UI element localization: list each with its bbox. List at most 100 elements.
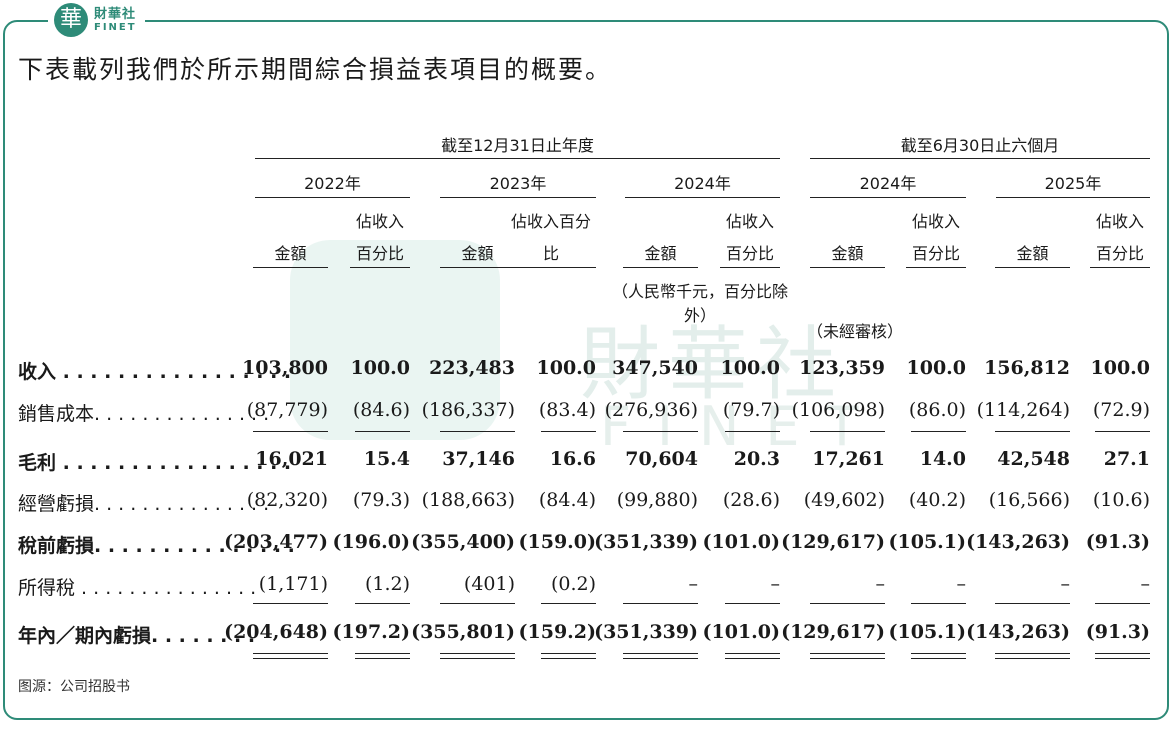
col-header-pct: 百分比 [355,244,404,263]
col-underline-amount [440,267,515,268]
amount-cell: (106,098) [791,399,885,421]
col-header-pct: 佔收入 [355,212,404,231]
pct-cell: (28.6) [722,489,780,511]
pct-cell: (84.6) [352,399,410,421]
total-rule [911,658,966,659]
subtotal-rule [623,603,698,604]
year-header: 2025年 [1044,174,1102,193]
col-header-amount: 金額 [1016,244,1049,263]
total-rule [253,658,328,659]
subtotal-rule [440,603,515,604]
total-rule [911,653,966,654]
row-label: 銷售成本. . . . . . . . . . . . . . . [18,403,270,425]
unit-note: （人民幣千元，百分比除外） [611,282,788,325]
pct-cell: (10.6) [1092,489,1150,511]
amount-cell: 347,540 [612,357,698,379]
amount-cell: 42,548 [997,448,1070,470]
group-underline-6m [810,158,1150,159]
total-rule [440,658,515,659]
total-rule [623,658,698,659]
amount-cell: 156,812 [984,357,1070,379]
group-underline-fy [255,158,780,159]
amount-cell: – [688,573,699,595]
subtotal-rule [541,431,596,432]
pct-cell: (79.7) [722,399,780,421]
pct-cell: (84.4) [538,489,596,511]
pct-cell: (72.9) [1092,399,1150,421]
col-underline-pct [1090,267,1150,268]
pct-cell: (101.0) [702,531,780,553]
col-header-pct: 佔收入 [1095,212,1144,231]
total-rule [355,658,410,659]
row-label: 毛利 . . . . . . . . . . . . . . . . . [18,452,292,474]
amount-cell: (351,339) [594,621,698,643]
pct-cell: (159.2) [518,621,596,643]
total-rule [541,653,596,654]
amount-cell: (16,566) [988,489,1070,511]
pct-cell: (0.2) [550,573,596,595]
subtotal-rule [541,603,596,604]
pct-cell: 100.0 [350,357,411,379]
row-label: 所得稅 . . . . . . . . . . . . . . . [18,577,257,599]
total-rule [995,658,1070,659]
total-rule [1095,658,1150,659]
year-underline [625,197,780,198]
amount-cell: (203,477) [224,531,328,553]
col-header-amount: 金額 [461,244,494,263]
total-rule [355,653,410,654]
subtotal-rule [253,431,328,432]
total-rule [440,653,515,654]
pct-cell: – [770,573,781,595]
amount-cell: (143,263) [966,621,1070,643]
pct-cell: (79.3) [352,489,410,511]
col-underline-amount [253,267,328,268]
pct-cell: (1.2) [364,573,410,595]
amount-cell: (188,663) [421,489,515,511]
pct-cell: (86.0) [908,399,966,421]
subtotal-rule [995,431,1070,432]
subtotal-rule [1095,603,1150,604]
col-header-pct: 佔收入 [911,212,960,231]
col-header-pct: 百分比 [911,244,960,263]
row-label: 收入 . . . . . . . . . . . . . . . . . [18,361,292,383]
subtotal-rule [911,603,966,604]
group-header-fy: 截至12月31日止年度 [441,136,594,155]
amount-cell: (276,936) [604,399,698,421]
pct-cell: – [1140,573,1151,595]
pct-cell: (196.0) [332,531,410,553]
amount-cell: (355,400) [411,531,515,553]
pct-cell: (83.4) [538,399,596,421]
subtotal-rule [623,431,698,432]
source-note: 图源：公司招股书 [18,679,130,695]
amount-cell: (129,617) [781,621,885,643]
amount-cell: 103,800 [242,357,328,379]
pct-cell: (91.3) [1085,531,1150,553]
pct-cell: 100.0 [720,357,781,379]
pct-cell: 27.1 [1103,448,1150,470]
year-header: 2022年 [304,174,361,193]
col-header-pct: 百分比 [725,244,774,263]
subtotal-rule [810,431,885,432]
col-header-pct: 佔收入百分 [510,212,591,231]
total-rule [623,653,698,654]
amount-cell: (401) [463,573,515,595]
content-frame [3,20,1169,720]
pct-cell: (197.2) [332,621,410,643]
pct-cell: – [956,573,967,595]
year-header: 2024年 [859,174,917,193]
unaudited-note: （未經審核） [806,322,903,341]
subtotal-rule [725,431,780,432]
pct-cell: 16.6 [549,448,596,470]
amount-cell: – [1060,573,1071,595]
total-rule [541,658,596,659]
amount-cell: 17,261 [812,448,885,470]
total-rule [253,653,328,654]
subtotal-rule [440,431,515,432]
amount-cell: 123,359 [799,357,885,379]
amount-cell: – [875,573,886,595]
amount-cell: (82,320) [246,489,328,511]
col-underline-pct [906,267,966,268]
col-header-pct: 佔收入 [725,212,774,231]
year-header: 2024年 [674,174,731,193]
total-rule [725,658,780,659]
